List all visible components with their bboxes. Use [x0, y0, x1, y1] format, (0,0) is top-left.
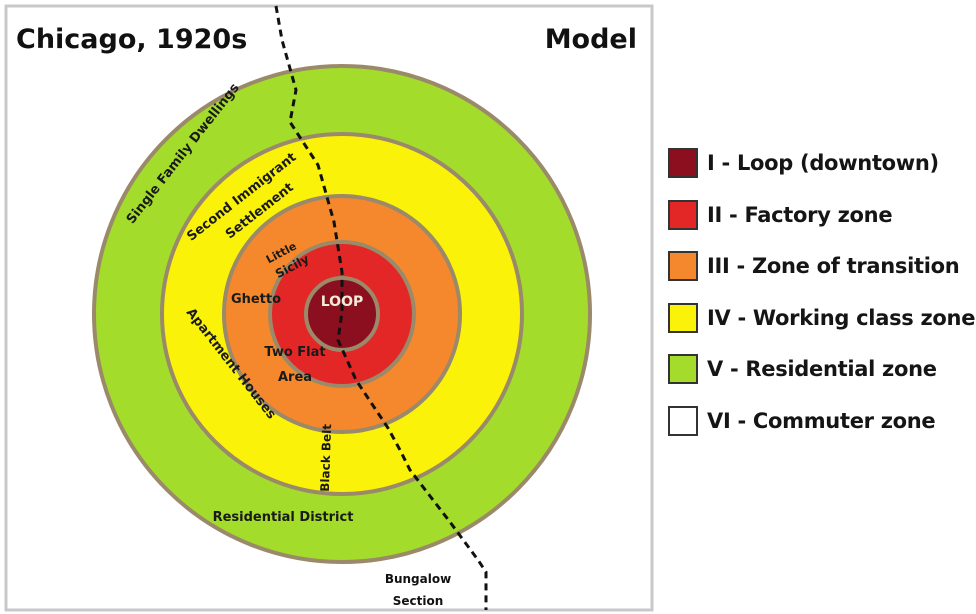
legend-swatch-zone-iv	[668, 302, 698, 333]
bungalow-section-label-line1: Bungalow	[385, 572, 451, 586]
legend-item-zone-iv: IV - Working class zone	[668, 301, 976, 335]
two-flat-label-line1: Two Flat	[264, 345, 325, 360]
loop-label: LOOP	[321, 294, 364, 310]
legend-label-zone-iii: III - Zone of transition	[707, 254, 960, 278]
zone-legend: I - Loop (downtown) II - Factory zone II…	[668, 146, 976, 455]
map-subtitle: Model	[545, 24, 637, 55]
bungalow-section-label-line2: Section	[393, 594, 444, 608]
legend-swatch-zone-ii	[668, 199, 698, 230]
legend-label-zone-i: I - Loop (downtown)	[707, 151, 939, 175]
legend-item-zone-vi: VI - Commuter zone	[668, 404, 974, 438]
legend-label-zone-ii: II - Factory zone	[707, 202, 893, 227]
black-belt-label: Black Belt	[318, 423, 334, 491]
legend-item-zone-v: V - Residential zone	[668, 352, 974, 386]
legend-swatch-zone-v	[668, 354, 698, 384]
map-title: Chicago, 1920s	[16, 24, 247, 55]
legend-item-zone-ii: II - Factory zone	[668, 198, 974, 232]
ghetto-label: Ghetto	[231, 292, 281, 307]
legend-label-zone-iv: IV - Working class zone	[707, 305, 976, 330]
legend-swatch-zone-vi	[668, 405, 698, 436]
legend-swatch-zone-i	[668, 148, 698, 178]
residential-district-label: Residential District	[213, 510, 354, 525]
zone-i-loop-circle	[304, 276, 380, 352]
legend-swatch-zone-iii	[668, 251, 698, 281]
two-flat-label-line2: Area	[278, 370, 312, 385]
legend-item-zone-iii: III - Zone of transition	[668, 249, 974, 283]
legend-item-zone-i: I - Loop (downtown)	[668, 146, 974, 180]
legend-label-zone-vi: VI - Commuter zone	[707, 408, 936, 433]
lakeshore-dashed-line	[274, 5, 488, 610]
legend-label-zone-v: V - Residential zone	[707, 357, 937, 381]
